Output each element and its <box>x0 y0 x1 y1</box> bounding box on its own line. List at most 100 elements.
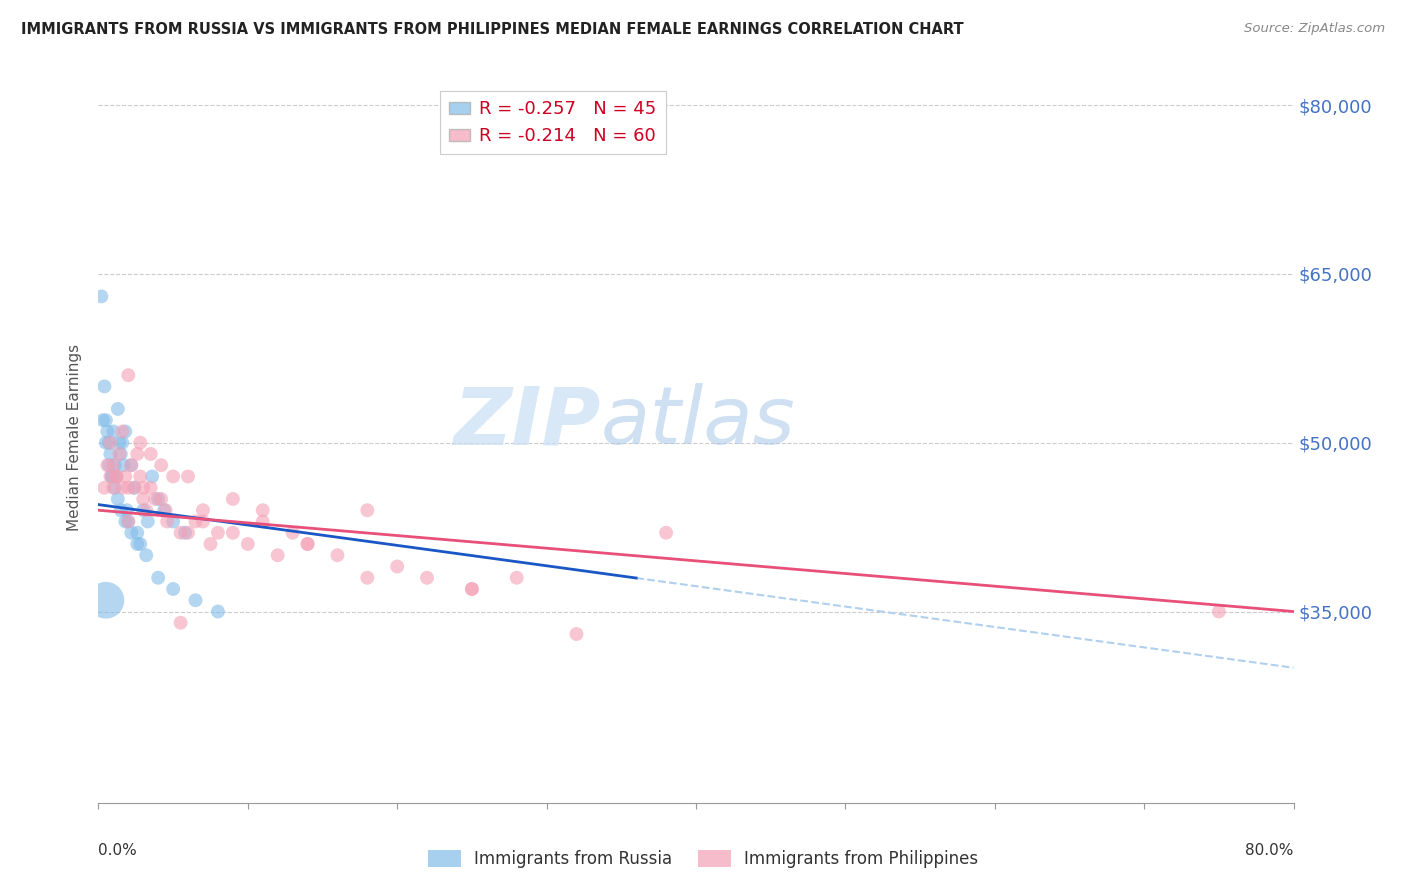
Point <box>236 537 259 551</box>
Y-axis label: Median Female Earnings: Median Female Earnings <box>67 343 83 531</box>
Point <box>252 503 274 517</box>
Point <box>207 605 229 619</box>
Point <box>139 481 162 495</box>
Point <box>222 491 245 506</box>
Point <box>184 515 207 529</box>
Point <box>162 515 184 529</box>
Point <box>156 515 179 529</box>
Point <box>103 425 125 439</box>
Point <box>655 525 678 540</box>
Text: Source: ZipAtlas.com: Source: ZipAtlas.com <box>1244 22 1385 36</box>
Point <box>132 481 155 495</box>
Point <box>150 491 173 506</box>
Point <box>111 435 134 450</box>
Point <box>191 515 214 529</box>
Point <box>97 458 120 473</box>
Point <box>385 559 409 574</box>
Point <box>104 458 127 473</box>
Point <box>103 458 125 473</box>
Point <box>129 469 152 483</box>
Point <box>111 425 134 439</box>
Point <box>98 447 122 461</box>
Point <box>115 503 138 517</box>
Point <box>114 515 136 529</box>
Point <box>94 593 117 607</box>
Point <box>93 379 115 393</box>
Point <box>148 491 170 506</box>
Point <box>105 469 128 483</box>
Point <box>153 503 176 517</box>
Point <box>117 515 139 529</box>
Point <box>114 425 136 439</box>
Text: IMMIGRANTS FROM RUSSIA VS IMMIGRANTS FROM PHILIPPINES MEDIAN FEMALE EARNINGS COR: IMMIGRANTS FROM RUSSIA VS IMMIGRANTS FRO… <box>21 22 963 37</box>
Point <box>96 425 118 439</box>
Point <box>98 435 122 450</box>
Text: 0.0%: 0.0% <box>98 843 138 858</box>
Point <box>169 615 191 630</box>
Point <box>222 525 245 540</box>
Point <box>129 537 152 551</box>
Point <box>143 491 166 506</box>
Point <box>124 481 146 495</box>
Point <box>565 627 588 641</box>
Point <box>114 469 136 483</box>
Point <box>135 548 157 562</box>
Point <box>207 525 229 540</box>
Point <box>139 447 162 461</box>
Point <box>191 503 214 517</box>
Point <box>297 537 319 551</box>
Point <box>91 413 114 427</box>
Point <box>94 413 117 427</box>
Point <box>136 515 159 529</box>
Point <box>120 458 142 473</box>
Point <box>169 525 191 540</box>
Point <box>105 469 128 483</box>
Point <box>124 481 146 495</box>
Point <box>252 515 274 529</box>
Point <box>120 458 142 473</box>
Text: atlas: atlas <box>600 384 796 461</box>
Legend: R = -0.257   N = 45, R = -0.214   N = 60: R = -0.257 N = 45, R = -0.214 N = 60 <box>440 91 665 154</box>
Point <box>177 525 200 540</box>
Point <box>105 469 128 483</box>
Point <box>103 481 125 495</box>
Point <box>200 537 222 551</box>
Point <box>107 401 129 416</box>
Point <box>162 469 184 483</box>
Point <box>506 571 529 585</box>
Point <box>107 491 129 506</box>
Point <box>108 447 131 461</box>
Point <box>104 481 127 495</box>
Point <box>96 458 118 473</box>
Point <box>281 525 304 540</box>
Point <box>356 571 378 585</box>
Point <box>110 447 132 461</box>
Point <box>267 548 290 562</box>
Point <box>132 491 155 506</box>
Point <box>101 469 124 483</box>
Point <box>150 458 173 473</box>
Point <box>120 525 142 540</box>
Point <box>129 435 152 450</box>
Point <box>111 481 134 495</box>
Point <box>148 571 170 585</box>
Point <box>117 368 139 383</box>
Point <box>117 481 139 495</box>
Point <box>155 503 177 517</box>
Point <box>97 435 120 450</box>
Point <box>108 435 131 450</box>
Text: ZIP: ZIP <box>453 384 600 461</box>
Point <box>98 469 122 483</box>
Point <box>356 503 378 517</box>
Point <box>117 515 139 529</box>
Point <box>461 582 484 596</box>
Legend: Immigrants from Russia, Immigrants from Philippines: Immigrants from Russia, Immigrants from … <box>420 843 986 875</box>
Point <box>101 469 124 483</box>
Text: 80.0%: 80.0% <box>1246 843 1294 858</box>
Point <box>127 447 149 461</box>
Point <box>94 435 117 450</box>
Point <box>162 582 184 596</box>
Point <box>416 571 439 585</box>
Point <box>297 537 319 551</box>
Point <box>90 289 112 303</box>
